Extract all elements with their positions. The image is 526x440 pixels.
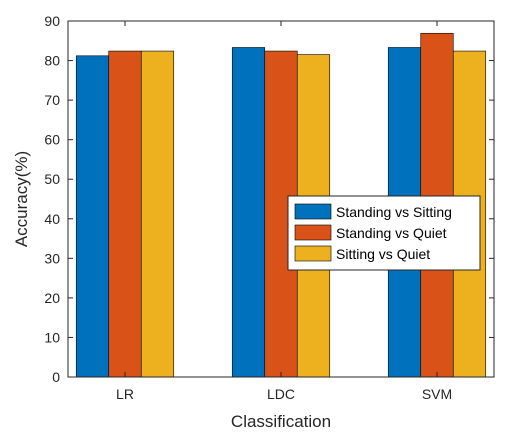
- legend-label-3: Sitting vs Quiet: [336, 246, 430, 262]
- y-tick-label: 20: [44, 290, 60, 306]
- y-tick-label: 30: [44, 250, 60, 266]
- legend-swatch-3: [294, 245, 332, 262]
- x-axis-title: Classification: [231, 412, 331, 431]
- legend-label-2: Standing vs Quiet: [336, 225, 447, 241]
- x-axis-ticks: LR LDC SVM: [116, 21, 452, 402]
- y-tick-label: 60: [44, 132, 60, 148]
- y-tick-label: 90: [44, 13, 60, 29]
- legend-swatch-2: [294, 224, 332, 241]
- bar-ldc-series-1: [231, 47, 266, 378]
- y-tick-label: 0: [52, 369, 60, 385]
- legend-label-1: Standing vs Sitting: [336, 204, 452, 220]
- y-tick-label: 40: [44, 211, 60, 227]
- y-axis-ticks: 0 10 20 30 40 50 60 70 80 90: [44, 13, 494, 385]
- bar-lr-series-3: [140, 50, 175, 378]
- y-tick-label: 80: [44, 53, 60, 69]
- x-tick-label-svm: SVM: [422, 386, 452, 402]
- x-tick-label-ldc: LDC: [267, 386, 295, 402]
- y-axis-title: Accuracy(%): [12, 151, 31, 247]
- y-tick-label: 10: [44, 329, 60, 345]
- y-tick-label: 50: [44, 171, 60, 187]
- legend: Standing vs Sitting Standing vs Quiet Sitt…: [287, 195, 481, 271]
- bar-lr-series-2: [108, 50, 142, 378]
- legend-swatch-1: [294, 203, 332, 220]
- bar-lr-series-1: [75, 55, 110, 378]
- x-tick-label-lr: LR: [116, 386, 134, 402]
- y-tick-label: 70: [44, 92, 60, 108]
